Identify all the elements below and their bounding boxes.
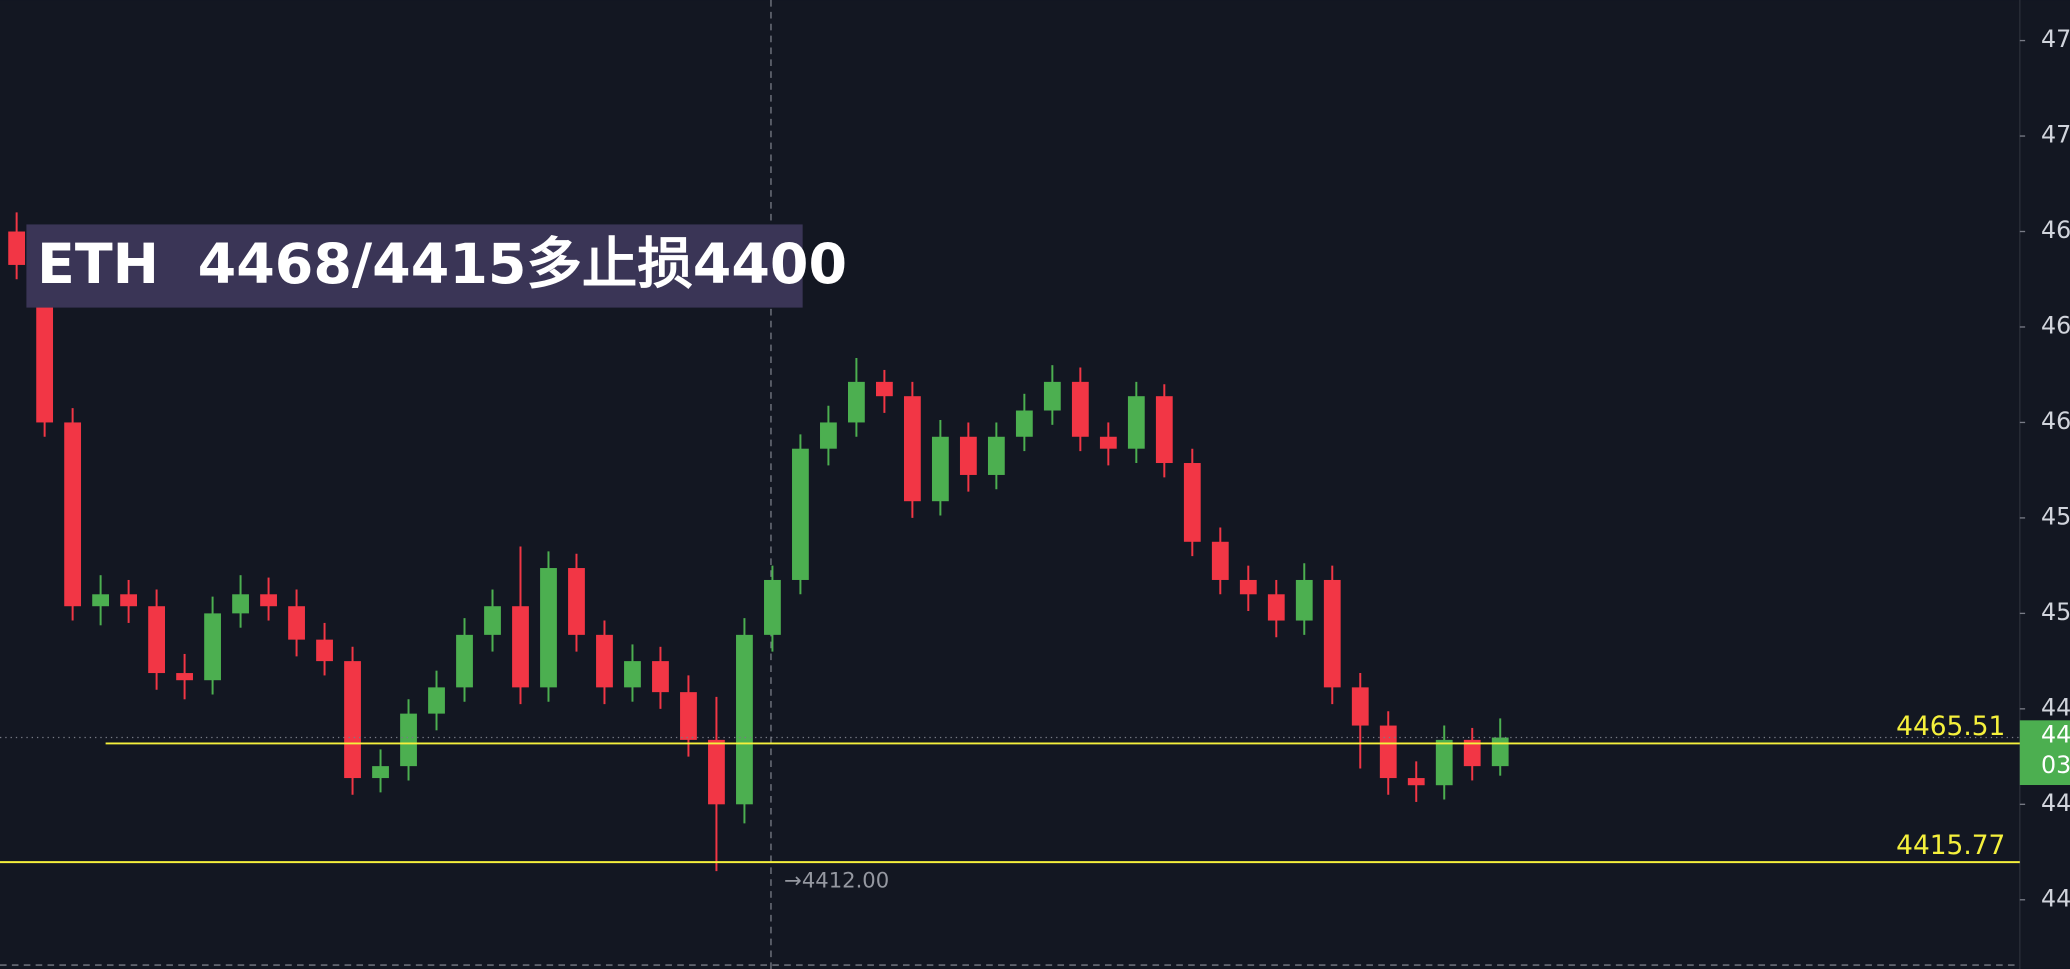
- candle-body: [260, 594, 277, 607]
- candle-body: [903, 396, 921, 502]
- low-marker-label: →4412.00: [784, 868, 889, 893]
- candle-body: [148, 606, 165, 674]
- candle-body: [624, 661, 641, 688]
- y-tick-label: 44: [2041, 789, 2070, 817]
- y-tick-label: 44: [2041, 693, 2070, 721]
- candle-body: [344, 661, 361, 779]
- candle-body: [1239, 579, 1257, 595]
- candle-body: [596, 634, 613, 688]
- candle-body: [484, 606, 501, 635]
- candle-body: [875, 381, 893, 397]
- candle-body: [1071, 381, 1089, 437]
- candle-body: [736, 634, 753, 805]
- candle-body: [512, 606, 529, 688]
- y-tick-label: 47: [2041, 121, 2070, 149]
- candle-body: [456, 634, 473, 688]
- candle-body: [764, 579, 781, 635]
- y-tick-label: 46: [2041, 216, 2070, 244]
- candle-body: [92, 594, 110, 607]
- y-tick-label: 47: [2041, 25, 2070, 53]
- candle-body: [987, 436, 1005, 475]
- y-tick-label: 46: [2041, 407, 2070, 435]
- candle-body: [1491, 737, 1509, 767]
- last-price-tag: [2019, 720, 2070, 786]
- y-tick-label: 46: [2041, 311, 2070, 339]
- candle-body: [400, 713, 417, 767]
- candle-body: [1099, 436, 1117, 449]
- y-tick-label: 44: [2041, 884, 2070, 912]
- candle-body: [1379, 725, 1397, 779]
- candle-body: [820, 422, 837, 449]
- plot: [8, 212, 1509, 872]
- candle-body: [428, 687, 445, 714]
- annotation: ETH 4468/4415多止损4400: [37, 233, 847, 297]
- candle-body: [540, 568, 557, 688]
- y-tick-label: 45: [2041, 502, 2070, 530]
- candle-body: [1211, 541, 1229, 580]
- last-price-tag-label: 44: [2041, 721, 2070, 749]
- candle-body: [1155, 396, 1173, 464]
- candle-body: [1463, 739, 1481, 767]
- candle-body: [848, 381, 865, 423]
- candle-body: [931, 436, 949, 502]
- candle-body: [1183, 463, 1201, 542]
- annotation-box: [26, 224, 803, 308]
- candle-body: [1351, 687, 1369, 726]
- candle-body: [204, 613, 221, 681]
- candle-body: [232, 594, 249, 614]
- candle-body: [568, 568, 585, 635]
- candle-body: [1323, 579, 1341, 688]
- candle-body: [1043, 381, 1061, 411]
- last-price-tag-label: 03: [2041, 751, 2070, 779]
- candle-body: [708, 739, 725, 805]
- candle-body: [792, 448, 809, 580]
- candle-body: [1295, 579, 1313, 621]
- price-line-label: 4465.51: [1896, 711, 2005, 742]
- candle-body: [652, 661, 669, 693]
- candle-body: [1127, 396, 1145, 449]
- candle-body: [288, 606, 305, 640]
- candle-body: [176, 673, 193, 681]
- candle-body: [372, 766, 389, 779]
- candle-body: [1435, 739, 1453, 786]
- candle-body: [120, 594, 138, 607]
- candle-body: [1015, 410, 1033, 437]
- candle-body: [1407, 778, 1425, 786]
- y-tick-label: 45: [2041, 598, 2070, 626]
- price-line-label: 4415.77: [1896, 830, 2005, 861]
- candle-body: [316, 639, 333, 662]
- candle-body: [64, 422, 82, 607]
- candle-body: [1267, 594, 1285, 621]
- candle-body: [8, 231, 26, 265]
- candle-body: [680, 692, 697, 740]
- candle-body: [959, 436, 977, 475]
